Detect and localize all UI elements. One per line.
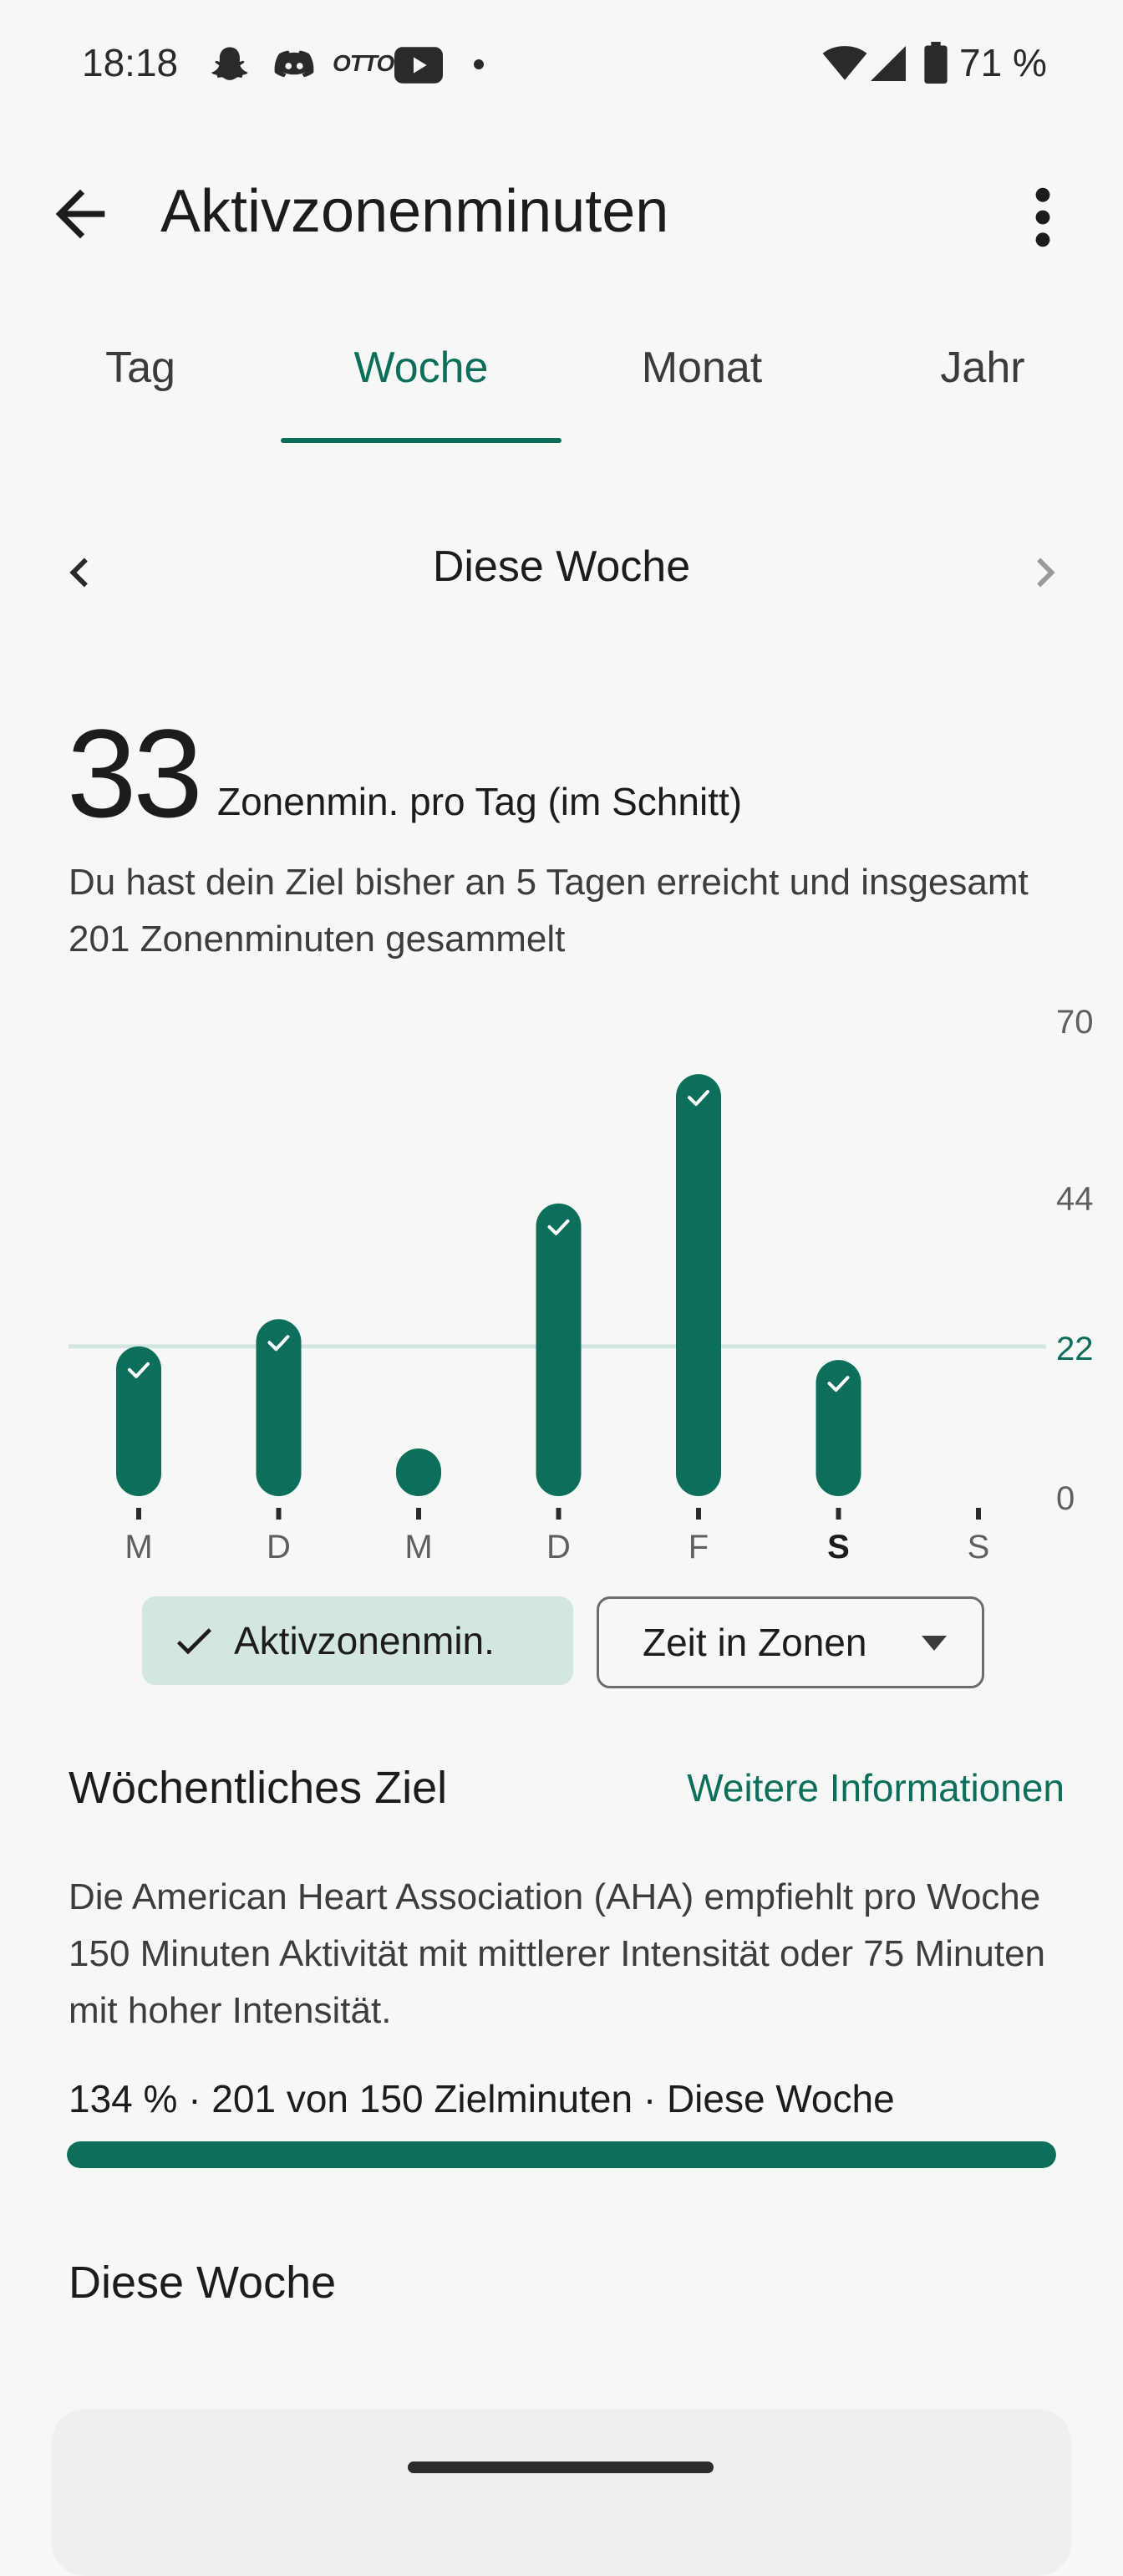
check-icon [547, 1219, 570, 1235]
more-vert-icon [1035, 187, 1050, 247]
back-button[interactable] [43, 177, 117, 251]
section-title: Diese Woche [69, 2258, 337, 2308]
x-tick [276, 1508, 282, 1520]
x-tick [976, 1508, 981, 1520]
x-tick [696, 1508, 701, 1520]
tab-indicator [281, 438, 562, 443]
x-tick [556, 1508, 562, 1520]
status-time: 18:18 [82, 41, 179, 84]
otto-icon: OTTO [333, 50, 394, 76]
bar [676, 1074, 721, 1496]
filter-chip-label: Aktivzonenmin. [234, 1619, 495, 1662]
tab-monat[interactable]: Monat [641, 344, 763, 392]
x-tick-label: D [546, 1529, 571, 1565]
x-tick [136, 1508, 141, 1520]
y-tick-label: 44 [1056, 1181, 1094, 1218]
x-tick-label: M [124, 1529, 152, 1565]
tab-woche[interactable]: Woche [353, 344, 489, 392]
check-icon [688, 1090, 709, 1107]
tab-tag[interactable]: Tag [105, 344, 175, 392]
chevron-left-icon [69, 557, 88, 588]
x-tick-label: S [968, 1529, 990, 1565]
filter-chip-aktivzonenmin[interactable]: Aktivzonenmin. [142, 1596, 573, 1685]
home-indicator[interactable] [408, 2461, 714, 2473]
x-tick-label: M [404, 1529, 432, 1565]
dot-icon [474, 59, 484, 69]
bar [396, 1448, 441, 1496]
more-options-button[interactable] [1009, 179, 1076, 256]
x-tick-label: F [689, 1529, 709, 1565]
week-details-card[interactable] [52, 2409, 1071, 2576]
x-tick-label: S [827, 1529, 850, 1565]
y-tick-label: 70 [1056, 1004, 1094, 1041]
battery-percentage: 71 % [959, 41, 1047, 84]
tab-jahr[interactable]: Jahr [940, 344, 1025, 392]
period-label: Diese Woche [432, 542, 691, 591]
y-tick-label: 22 [1056, 1331, 1094, 1367]
check-icon [128, 1362, 150, 1378]
youtube-icon [394, 47, 443, 84]
filter-dropdown-zeit-in-zonen[interactable]: Zeit in Zonen [597, 1596, 984, 1688]
summary-text: Du hast dein Ziel bisher an 5 Tagen erre… [69, 862, 1029, 960]
discord-icon [274, 50, 314, 78]
average-value: 33 [67, 703, 203, 843]
dropdown-label: Zeit in Zonen [643, 1621, 867, 1664]
snapchat-icon [211, 47, 248, 80]
weekly-goal-title: Wöchentliches Ziel [69, 1763, 448, 1813]
cellular-signal-icon [871, 46, 906, 81]
dropdown-arrow-icon [922, 1636, 947, 1651]
x-tick [836, 1508, 841, 1520]
check-icon [267, 1335, 290, 1352]
progress-bar-fill [67, 2141, 1056, 2168]
x-tick [416, 1508, 421, 1520]
bar [116, 1346, 161, 1496]
y-tick-label: 0 [1056, 1480, 1075, 1517]
battery-icon [924, 42, 948, 84]
previous-period-button[interactable] [50, 543, 109, 602]
x-tick-label: D [267, 1529, 291, 1565]
wifi-icon [822, 46, 867, 80]
arrow-back-icon [55, 189, 105, 239]
progress-text: 134 % · 201 von 150 Zielminuten · Diese … [69, 2077, 895, 2120]
page-title: Aktivzonenminuten [160, 178, 669, 245]
average-unit: Zonenmin. pro Tag (im Schnitt) [217, 780, 743, 823]
bar [816, 1360, 861, 1496]
weekly-bar-chart[interactable]: 0 22 44 70 M D M D F S S [0, 986, 1123, 1571]
progress-bar [67, 2141, 1056, 2168]
weekly-goal-description: Die American Heart Association (AHA) emp… [69, 1876, 1046, 2031]
next-period-button[interactable] [1016, 543, 1075, 602]
chevron-right-icon [1037, 557, 1055, 588]
more-info-link[interactable]: Weitere Informationen [687, 1766, 1065, 1810]
bar [256, 1319, 302, 1496]
check-icon [176, 1628, 211, 1655]
check-icon [827, 1376, 850, 1392]
bar [536, 1203, 582, 1496]
